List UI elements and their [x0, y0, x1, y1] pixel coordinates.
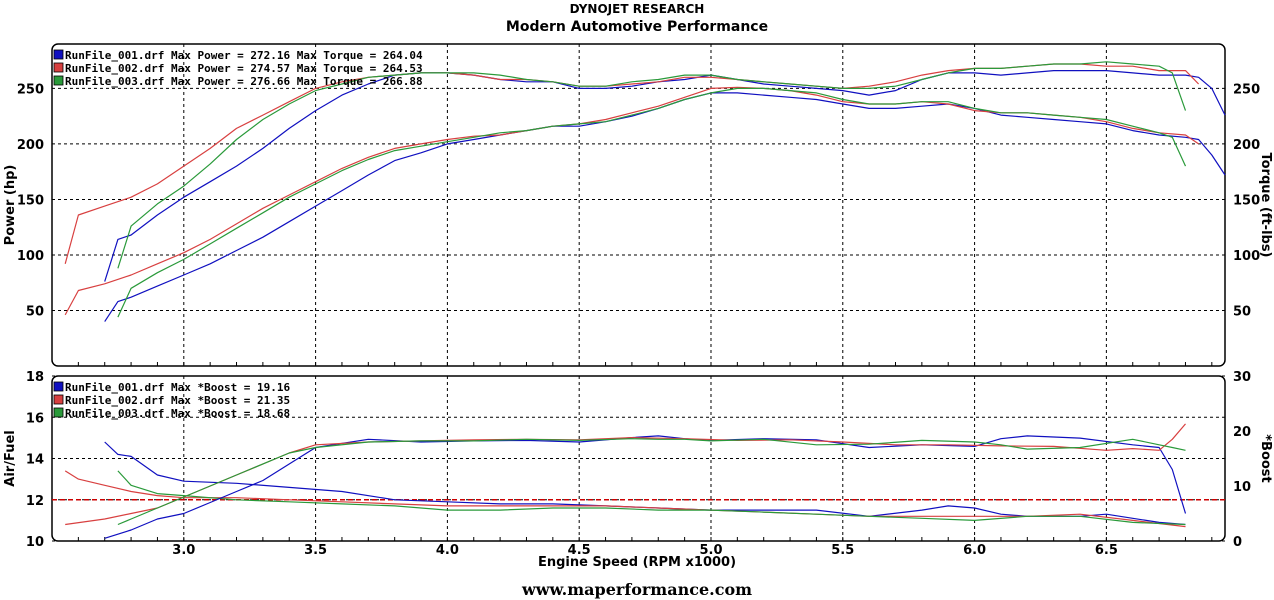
- y2-tick-label: 20: [1233, 425, 1251, 440]
- y2-axis-title: Torque (ft-lbs): [1258, 152, 1273, 257]
- x-tick-label: 5.0: [699, 543, 722, 558]
- x-tick-label: 6.0: [963, 543, 986, 558]
- series-line: [104, 435, 1187, 539]
- x-axis-title: Engine Speed (RPM x1000): [538, 555, 736, 570]
- legend-swatch: [53, 49, 64, 60]
- y-tick-label: 250: [17, 82, 44, 97]
- y2-tick-label: 250: [1233, 82, 1260, 97]
- legend-swatch: [53, 75, 64, 86]
- y2-tick-label: 10: [1233, 480, 1251, 495]
- legend-swatch: [53, 62, 64, 73]
- series-line: [117, 61, 1187, 269]
- y-axis-title: Air/Fuel: [3, 430, 18, 486]
- y2-tick-label: 150: [1233, 193, 1260, 208]
- series-line: [64, 470, 1186, 528]
- x-tick-label: 4.0: [436, 543, 459, 558]
- legend-swatch: [53, 381, 64, 392]
- y2-tick-label: 200: [1233, 138, 1260, 153]
- legend-swatch: [53, 407, 64, 418]
- y2-tick-label: 100: [1233, 249, 1260, 264]
- x-tick-label: 3.0: [172, 543, 195, 558]
- x-tick-label: 6.5: [1095, 543, 1118, 558]
- y-tick-label: 50: [26, 304, 44, 319]
- legend-label: RunFile_003.drf Max *Boost = 18.68: [65, 407, 290, 420]
- y2-tick-label: 0: [1233, 535, 1242, 550]
- y-tick-label: 18: [26, 370, 44, 385]
- legend-label: RunFile_002.drf Max Power = 274.57 Max T…: [65, 62, 423, 75]
- x-tick-label: 4.5: [568, 543, 591, 558]
- y2-axis-title: *Boost: [1258, 434, 1273, 483]
- y-tick-label: 200: [17, 138, 44, 153]
- y-tick-label: 14: [26, 453, 44, 468]
- y-tick-label: 100: [17, 249, 44, 264]
- shop-title: Modern Automotive Performance: [505, 19, 769, 35]
- panel-bottom: 3.0 3.5 4.0 4.5 5.0 5.5 6.0 6.5 10 12 14 16 18 0 10 20 3…: [3, 370, 1273, 570]
- y-tick-label: 150: [17, 193, 44, 208]
- y2-tick-label: 30: [1233, 370, 1251, 385]
- x-tick-label: 3.5: [304, 543, 327, 558]
- y-axis-title: Power (hp): [3, 165, 18, 246]
- legend-label: RunFile_003.drf Max Power = 276.66 Max T…: [65, 75, 423, 88]
- legend-label: RunFile_001.drf Max *Boost = 19.16: [65, 381, 291, 394]
- y-tick-label: 16: [26, 411, 44, 426]
- series-line: [104, 69, 1226, 282]
- series-line: [117, 438, 1186, 526]
- legend-label: RunFile_001.drf Max Power = 272.16 Max T…: [65, 49, 423, 62]
- y-tick-label: 10: [26, 535, 44, 550]
- series-line: [117, 87, 1187, 318]
- y-tick-label: 12: [26, 494, 44, 509]
- y2-tick-label: 50: [1233, 304, 1251, 319]
- plot-frame: [51, 43, 1226, 367]
- brand-title: DYNOJET RESEARCH: [569, 2, 705, 16]
- x-tick-label: 5.5: [831, 543, 854, 558]
- legend-swatch: [53, 394, 64, 405]
- panel-top: 50 100 150 200 250 50 100 150 200 250 Power (hp) To…: [3, 43, 1273, 367]
- legend-label: RunFile_002.drf Max *Boost = 21.35: [65, 394, 290, 407]
- footer-url: www.maperformance.com: [521, 580, 753, 599]
